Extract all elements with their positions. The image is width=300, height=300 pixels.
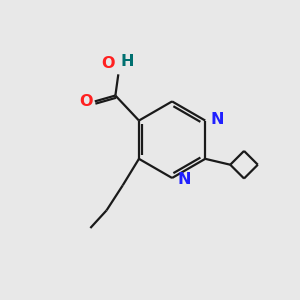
Text: H: H (121, 54, 134, 69)
Text: O: O (79, 94, 92, 109)
Text: O: O (101, 56, 115, 71)
Text: N: N (211, 112, 224, 127)
Text: N: N (177, 172, 191, 187)
